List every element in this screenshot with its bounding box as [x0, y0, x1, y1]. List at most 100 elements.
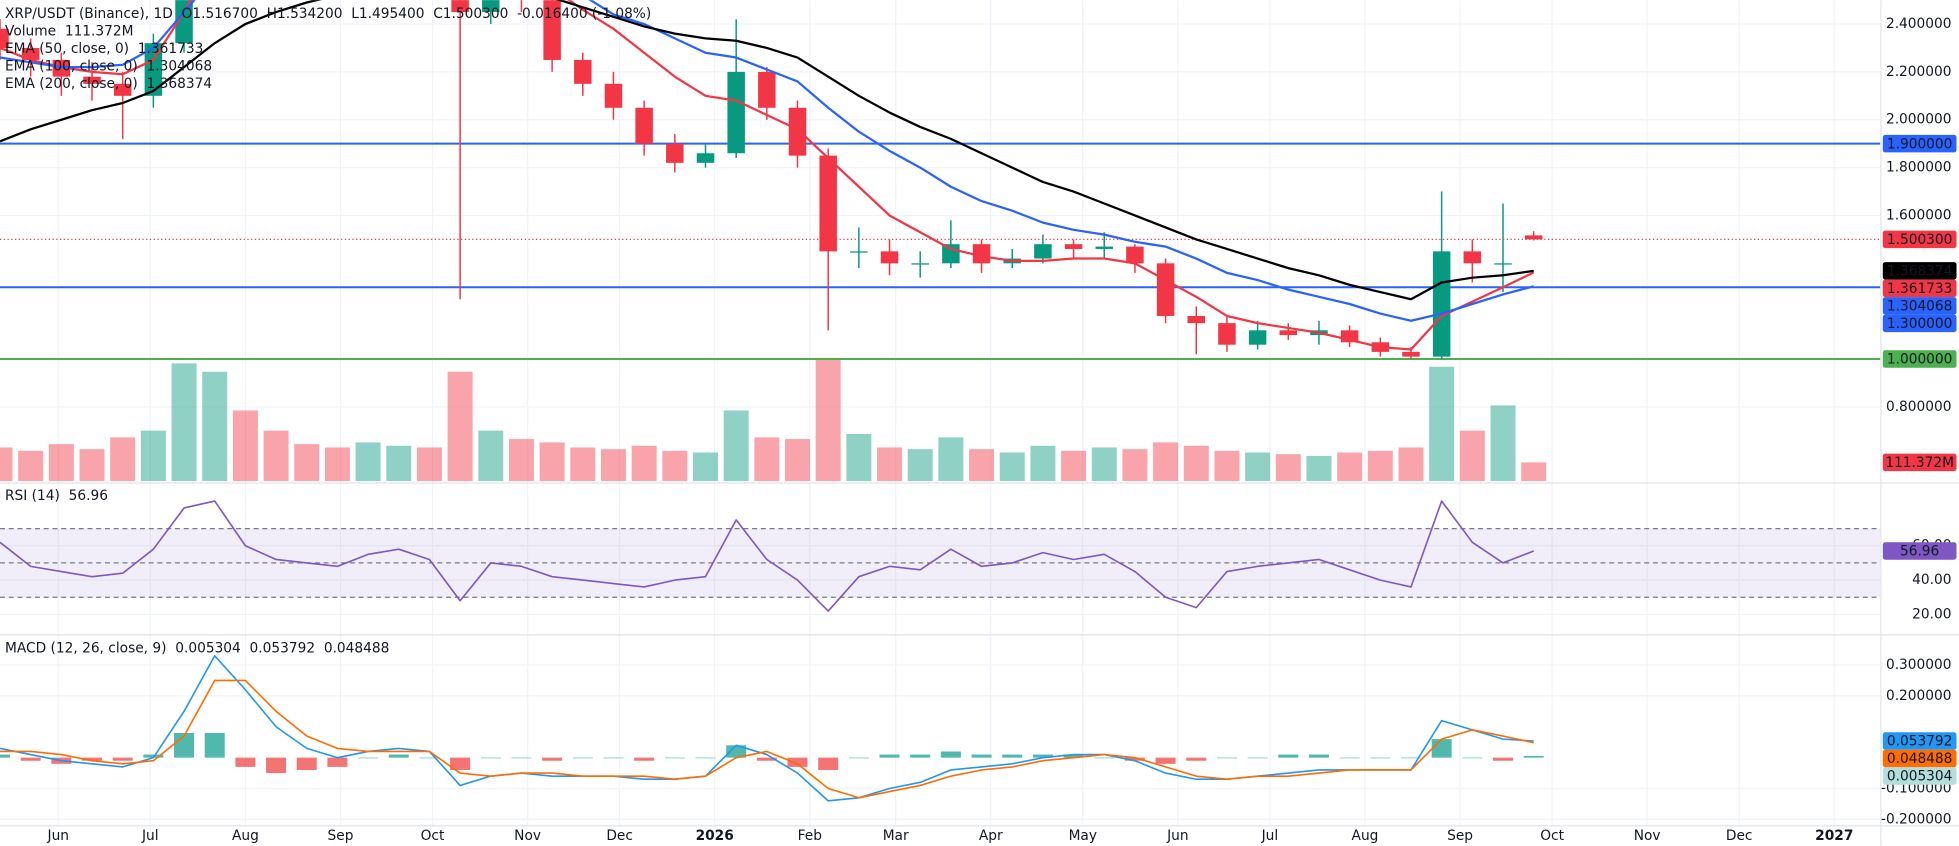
candle-body	[482, 0, 500, 13]
y-tick-label: 0.300000	[1886, 657, 1952, 673]
candle-body	[113, 83, 132, 96]
x-tick-label: Aug	[1352, 828, 1379, 844]
x-tick-label: 2026	[696, 828, 734, 844]
x-tick-label: Nov	[514, 828, 541, 844]
price-tag-label: 1.000000	[1887, 352, 1953, 368]
x-tick-label: Aug	[232, 828, 259, 844]
volume-bar	[1091, 447, 1117, 482]
x-tick-label: Feb	[798, 828, 822, 844]
volume-bar	[18, 450, 44, 482]
candle-body	[1524, 235, 1543, 240]
histogram-bar	[634, 757, 655, 761]
histogram-bar	[235, 757, 256, 767]
legend-value: 1.368374	[147, 76, 213, 92]
histogram-bar	[358, 757, 379, 759]
volume-bar	[907, 449, 933, 482]
volume-bar	[1030, 445, 1056, 482]
candle-body	[727, 71, 745, 154]
histogram-bar	[143, 754, 164, 758]
histogram-bar	[695, 757, 716, 759]
candle-body	[52, 59, 71, 77]
candle-body	[758, 71, 776, 108]
volume-bar	[171, 363, 197, 482]
histogram-bar	[266, 757, 287, 774]
y-tick-label: 2.000000	[1886, 112, 1952, 128]
series-line	[0, 0, 1535, 351]
change-label: -0.016400 (-1.08%)	[517, 6, 651, 22]
y-tick-label: 2.400000	[1886, 16, 1952, 32]
volume-bar	[938, 437, 964, 482]
price-tag-label: 1.900000	[1887, 136, 1953, 152]
candle-body	[574, 59, 592, 84]
legend-name: EMA (200, close, 0)	[5, 76, 138, 92]
legend-value: 1.304068	[147, 58, 213, 74]
price-tag-label: 0.005304	[1887, 769, 1953, 785]
ohlc-label: L1.495400	[351, 6, 424, 22]
histogram-bar	[910, 754, 931, 758]
candle-body	[1340, 330, 1359, 343]
histogram-bar	[1523, 756, 1544, 758]
histogram-bar	[1155, 757, 1176, 764]
legend-value: 0.005304	[175, 641, 241, 657]
volume-bar	[631, 445, 657, 482]
volume-bar	[1398, 447, 1424, 482]
ohlc-label: O1.516700	[182, 6, 258, 22]
x-tick-label: 2027	[1815, 828, 1853, 844]
volume-bar	[754, 437, 780, 482]
candle-body	[972, 244, 991, 264]
legend-name: EMA (50, close, 0)	[5, 41, 129, 57]
histogram-bar	[1124, 757, 1145, 761]
price-tag-label: 1.300000	[1887, 316, 1953, 332]
price-pane	[0, 0, 1881, 482]
price-tag-label: 0.053792	[1887, 734, 1953, 750]
histogram-bar	[542, 757, 563, 761]
histogram-bar	[1002, 754, 1023, 758]
x-tick-label: Jun	[47, 828, 69, 844]
histogram-bar	[1278, 754, 1299, 758]
volume-bar	[692, 452, 718, 482]
candle-body	[819, 155, 837, 252]
histogram-bar	[726, 745, 747, 758]
price-tag	[1882, 297, 1957, 315]
price-tag	[1882, 350, 1957, 368]
volume-bar	[1337, 452, 1363, 482]
candle-body	[451, 0, 469, 13]
volume-bar	[1521, 462, 1547, 482]
volume-bar	[1214, 450, 1240, 482]
candle-body	[1126, 246, 1144, 264]
volume-bar	[600, 449, 626, 482]
histogram-bar	[848, 757, 869, 759]
y-tick-label: 2.200000	[1886, 64, 1952, 80]
candle-body	[788, 107, 807, 156]
grid	[0, 0, 1881, 826]
histogram-bar	[1462, 757, 1483, 759]
x-tick-label: Jul	[1261, 828, 1279, 844]
volume-bar	[662, 450, 688, 482]
volume-bar	[0, 447, 13, 482]
histogram-bar	[480, 757, 501, 759]
histogram-bar	[204, 732, 225, 758]
series-line	[0, 679, 1534, 799]
volume-bar	[1183, 445, 1209, 482]
legend-name: Volume	[5, 23, 56, 39]
volume-bar	[1245, 452, 1271, 482]
x-tick-label: Jul	[141, 828, 159, 844]
candle-body	[1402, 351, 1420, 357]
volume-bar	[263, 430, 289, 482]
volume-bar	[324, 447, 350, 482]
candle-body	[175, 0, 193, 44]
candle-body	[880, 251, 899, 264]
volume-bar	[110, 437, 136, 482]
candle-body	[1156, 263, 1175, 316]
histogram-bar	[511, 757, 532, 759]
histogram-bar	[818, 757, 839, 770]
price-tag-label: 1.304068	[1887, 299, 1953, 315]
price-tag	[1882, 134, 1957, 153]
volume-bar	[232, 410, 258, 482]
candle-body	[83, 76, 101, 84]
candle-body	[0, 28, 9, 48]
price-tag	[1882, 732, 1957, 750]
histogram-bar	[1431, 739, 1452, 758]
legend-value: 111.372M	[65, 23, 134, 39]
